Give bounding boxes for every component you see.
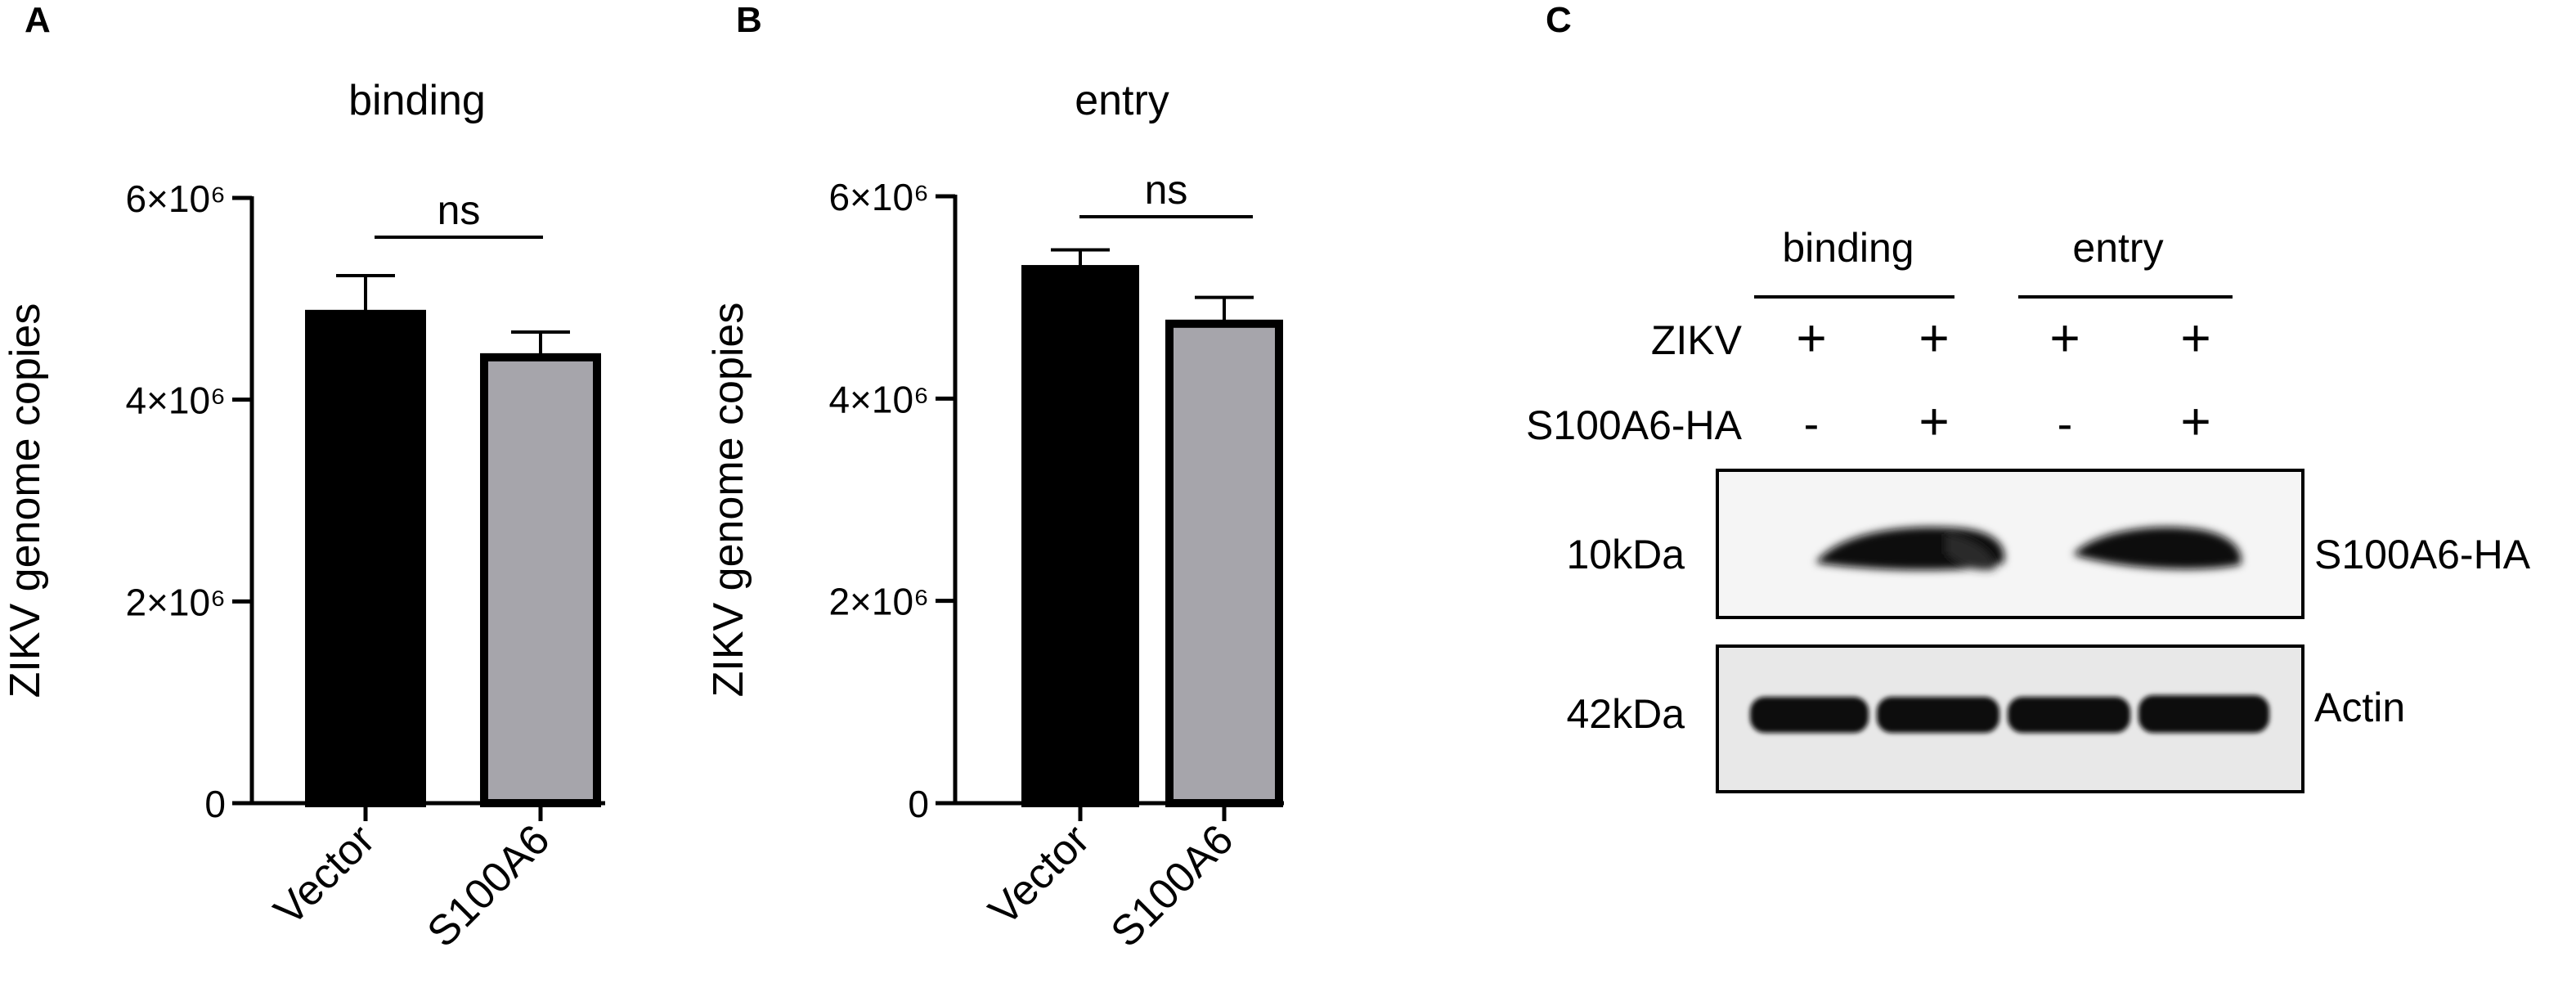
significance-label-b: ns bbox=[1145, 167, 1188, 213]
zikv-sign-lane-4: + bbox=[2180, 308, 2210, 367]
x-tick-label-b-1: Vector bbox=[980, 815, 1098, 934]
panel-letter-a: A bbox=[25, 0, 51, 40]
band-label-s100a6-ha: S100A6-HA bbox=[2314, 532, 2531, 577]
x-tick-label-a-2: S100A6 bbox=[419, 815, 559, 956]
zikv-sign-lane-1: + bbox=[1796, 308, 1826, 367]
bar-b-2 bbox=[1165, 319, 1283, 807]
blot-group-label-entry: entry bbox=[2072, 225, 2163, 271]
y-tick-label-b-2: 4×10⁶ bbox=[828, 378, 929, 420]
y-tick-label-a-1: 2×10⁶ bbox=[125, 581, 226, 623]
band-s100a6-lane-2 bbox=[1815, 527, 2004, 570]
y-tick-label-b-1: 2×10⁶ bbox=[828, 581, 929, 623]
band-label-actin: Actin bbox=[2314, 685, 2405, 730]
bar-chart-entry: entry ZIKV genome copies 0 2×10⁶ 4×10⁶ 6×10⁶ V… bbox=[705, 77, 1284, 956]
chart-title-a: binding bbox=[348, 77, 486, 124]
y-tick-label-b-0: 0 bbox=[908, 783, 929, 825]
s100a6-sign-lane-2: + bbox=[1919, 392, 1949, 451]
bar-b-1 bbox=[1021, 265, 1139, 808]
y-axis-label-b: ZIKV genome copies bbox=[705, 303, 752, 698]
blot-row-label-zikv: ZIKV bbox=[1651, 317, 1743, 363]
y-tick-label-a-2: 4×10⁶ bbox=[125, 379, 226, 422]
bar-a-1 bbox=[305, 309, 426, 808]
y-axis-label-a: ZIKV genome copies bbox=[2, 303, 49, 698]
y-tick-label-a-0: 0 bbox=[204, 783, 226, 825]
zikv-sign-lane-3: + bbox=[2049, 308, 2080, 367]
y-tick-label-a-3: 6×10⁶ bbox=[125, 177, 226, 220]
blot-row-label-s100a6-ha: S100A6-HA bbox=[1526, 402, 1743, 448]
bar-chart-binding: binding ZIKV genome copies 0 2×10⁶ 4×10⁶ 6×10… bbox=[2, 77, 605, 956]
band-actin bbox=[1750, 695, 2269, 733]
panel-letter-c: C bbox=[1546, 0, 1572, 40]
zikv-sign-lane-2: + bbox=[1919, 308, 1949, 367]
marker-42kda: 42kDa bbox=[1566, 691, 1685, 737]
y-tick-label-b-3: 6×10⁶ bbox=[828, 176, 929, 218]
band-s100a6-lane-4 bbox=[2073, 527, 2242, 569]
blot-group-label-binding: binding bbox=[1782, 225, 1914, 271]
x-tick-label-a-1: Vector bbox=[265, 815, 384, 934]
s100a6-sign-lane-3: - bbox=[2058, 397, 2073, 449]
s100a6-sign-lane-1: - bbox=[1804, 397, 1820, 449]
s100a6-sign-lane-4: + bbox=[2180, 392, 2210, 451]
panel-letter-b: B bbox=[736, 0, 762, 40]
western-blot: binding entry ZIKV S100A6-HA + + + + - +… bbox=[1526, 225, 2531, 793]
bar-a-2 bbox=[480, 353, 601, 808]
significance-label-a: ns bbox=[438, 187, 481, 233]
x-tick-label-b-2: S100A6 bbox=[1102, 815, 1243, 956]
chart-title-b: entry bbox=[1075, 77, 1169, 124]
marker-10kda: 10kDa bbox=[1566, 532, 1685, 577]
